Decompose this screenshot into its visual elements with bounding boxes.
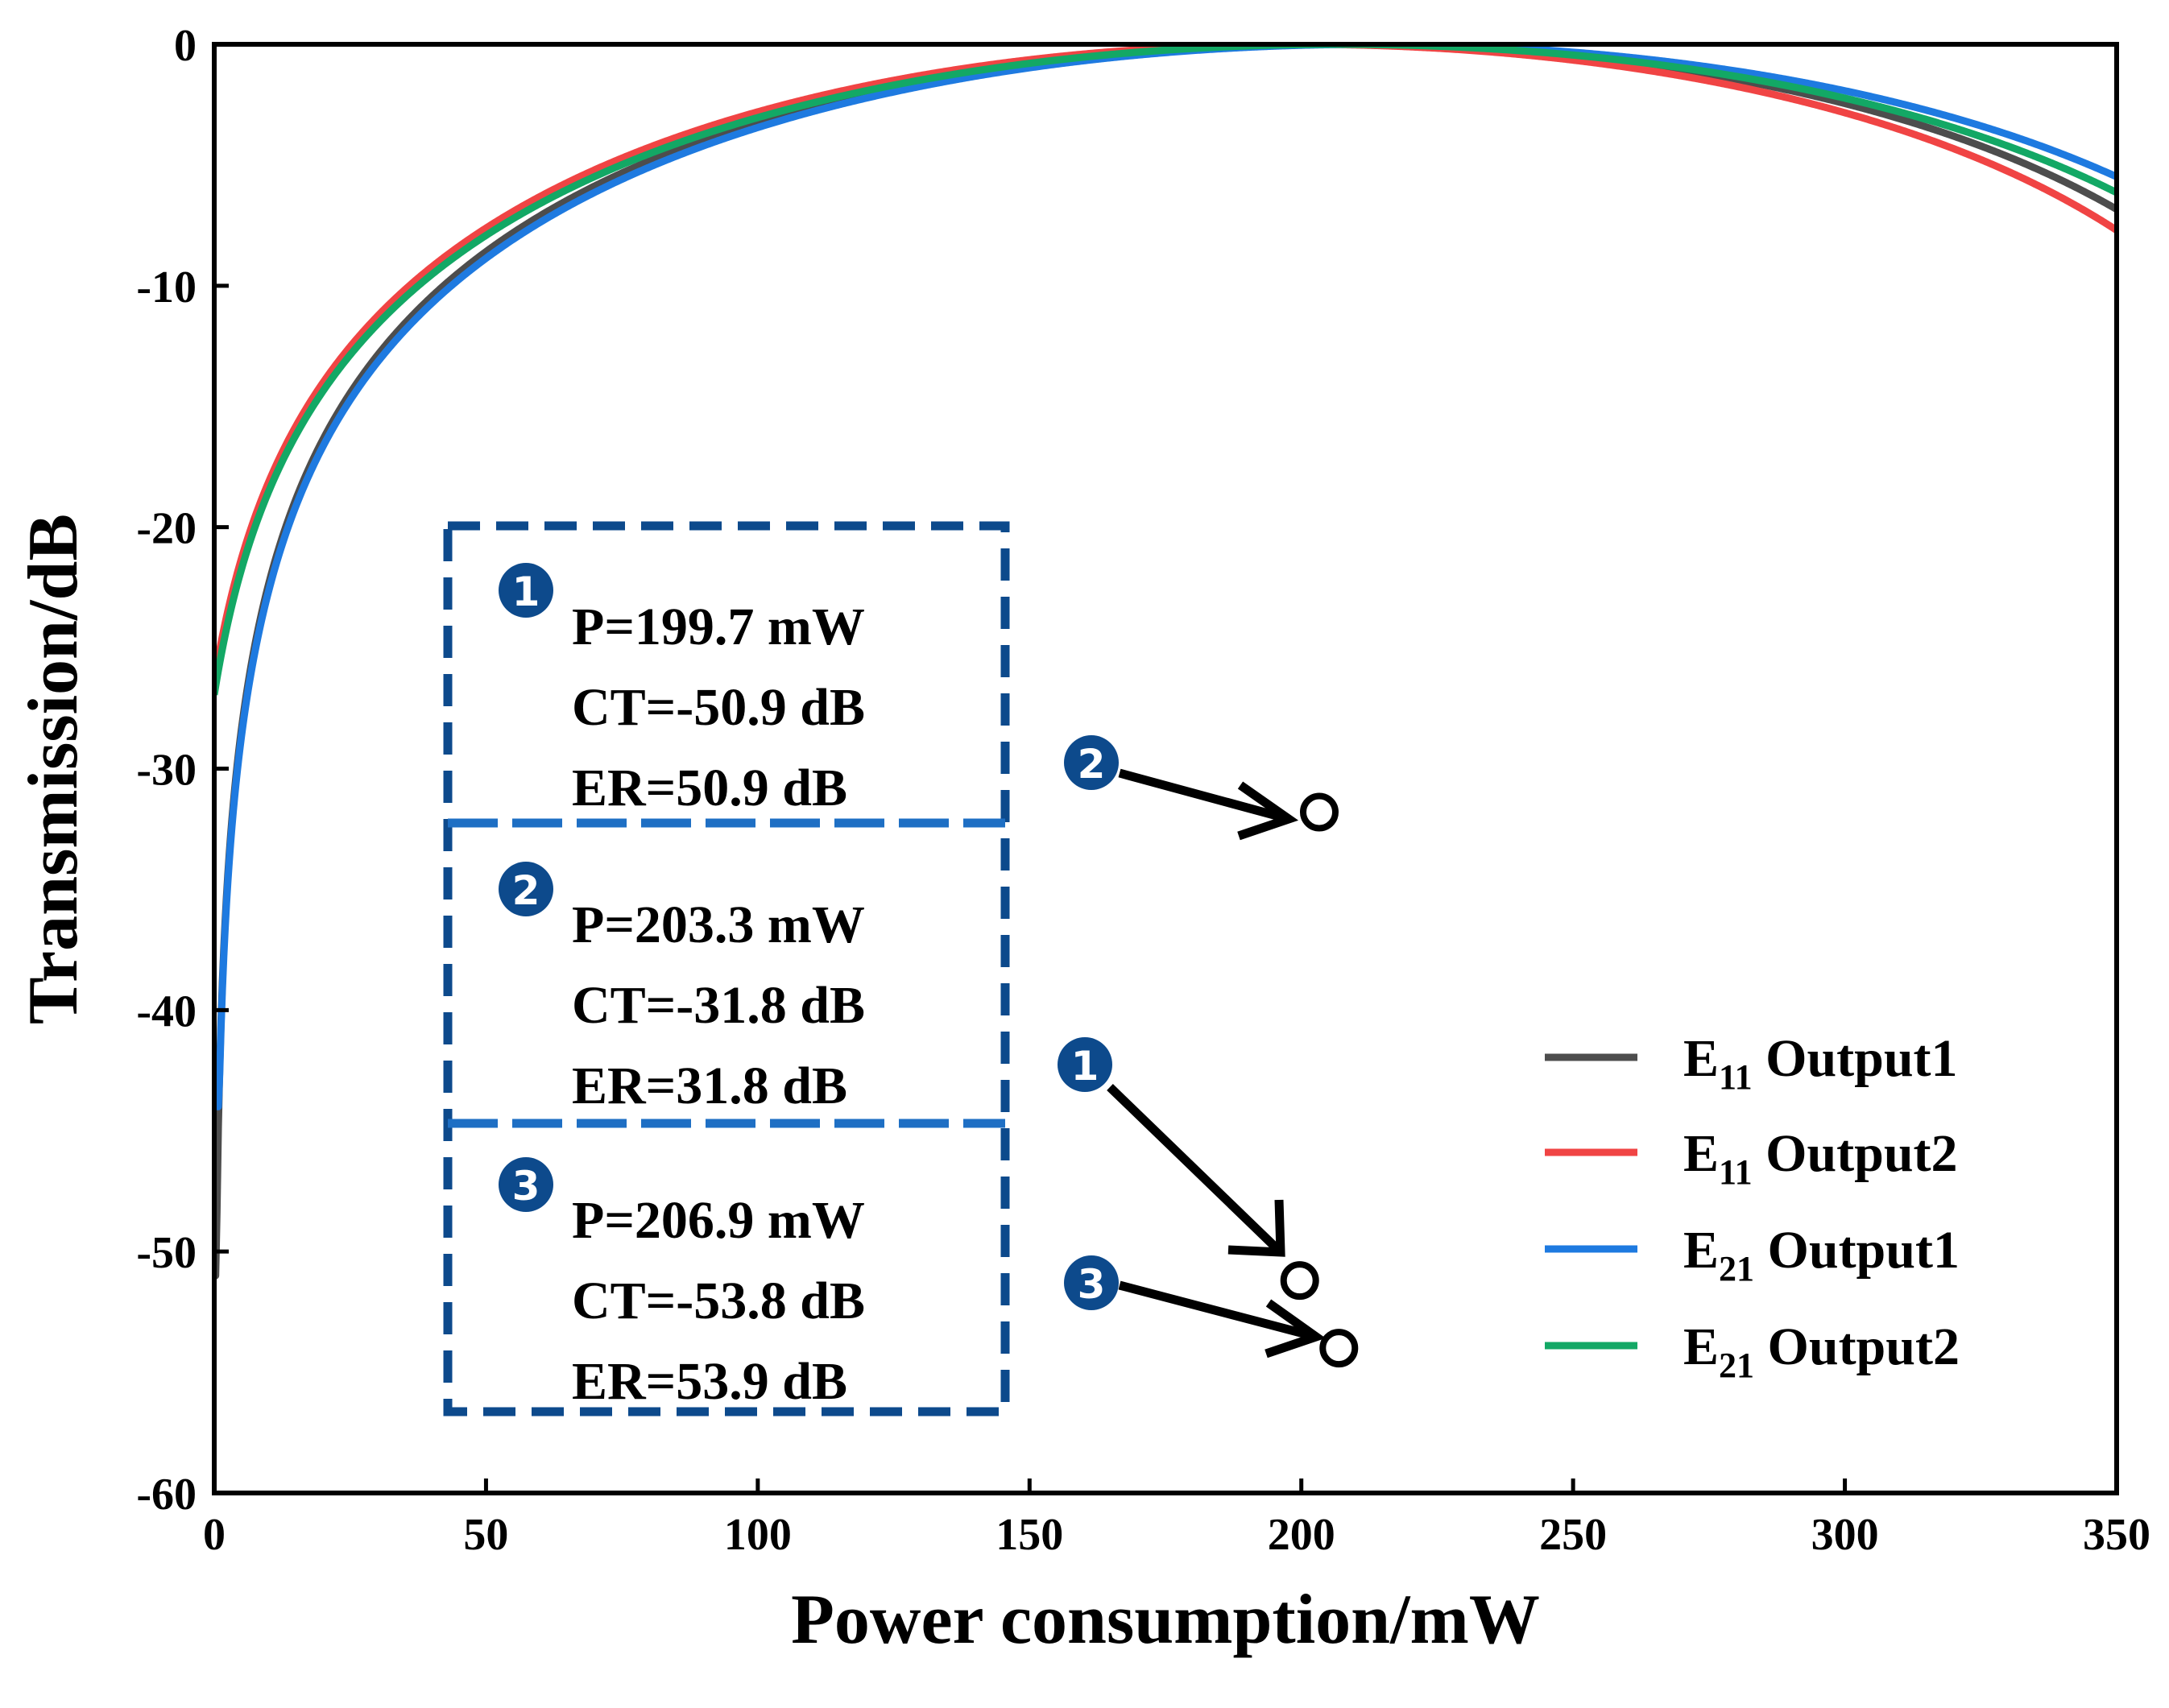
y-tick-label: -60: [136, 1470, 197, 1520]
legend-label: E11 Output1: [1683, 1029, 1958, 1097]
arrow-line: [1107, 1084, 1284, 1255]
series-line-4: [214, 44, 2117, 696]
legend-label: E21 Output2: [1683, 1317, 1960, 1385]
info-crosstalk: CT=-31.8 dB: [572, 976, 865, 1035]
info-crosstalk: CT=-53.8 dB: [572, 1272, 865, 1330]
y-tick-label: -40: [136, 986, 197, 1036]
arrow-head: [1237, 781, 1299, 841]
badge-number: 1: [512, 569, 540, 615]
legend-item: E11 Output1: [1545, 1029, 1958, 1097]
legend-item: E21 Output2: [1545, 1317, 1960, 1385]
info-crosstalk: CT=-50.9 dB: [572, 678, 865, 737]
arrow-head: [1227, 1199, 1285, 1257]
info-extinction: ER=31.8 dB: [572, 1057, 847, 1115]
badge-number: 3: [1078, 1261, 1106, 1308]
annotation-3: 3: [1064, 1255, 1359, 1368]
y-tick-label: 0: [174, 21, 197, 71]
badge-number: 1: [1071, 1043, 1099, 1090]
plot-frame: [212, 42, 2119, 1495]
badge-icon: [499, 563, 553, 618]
x-tick-label: 50: [463, 1510, 508, 1560]
badge-number: 3: [512, 1163, 540, 1210]
x-tick-label: 0: [203, 1510, 226, 1560]
series-line-3: [214, 44, 2117, 1110]
x-tick-label: 250: [1539, 1510, 1607, 1560]
arrow-line: [1118, 1280, 1318, 1342]
x-tick-label: 150: [996, 1510, 1063, 1560]
arrow-line: [1118, 768, 1290, 824]
info-power: P=206.9 mW: [572, 1191, 865, 1250]
info-box-border: [443, 521, 1010, 1416]
series-layer: [214, 44, 2117, 1280]
annotation-2: 2: [1064, 735, 1339, 841]
badge-number: 2: [1078, 741, 1106, 788]
y-tick-label: -20: [136, 504, 197, 554]
y-axis-title: Transmission/dB: [14, 514, 93, 1024]
badge-icon: [499, 1157, 553, 1212]
y-axis-ticks: 0 -10 -20 -30 -40 -50 -60: [136, 21, 229, 1520]
arrow-head: [1265, 1299, 1326, 1359]
legend-item: E21 Output1: [1545, 1221, 1960, 1288]
annotation-1: 1: [1058, 1037, 1319, 1301]
badge-icon: [1064, 1255, 1119, 1310]
info-box: 1 P=199.7 mW CT=-50.9 dB ER=50.9 dB 2 P=…: [443, 521, 1010, 1416]
marker-circle: [1299, 792, 1339, 832]
info-section-3: 3 P=206.9 mW CT=-53.8 dB ER=53.9 dB: [499, 1157, 865, 1411]
x-tick-label: 100: [724, 1510, 792, 1560]
badge-icon: [499, 862, 553, 916]
x-axis-ticks: 0 50 100 150 200 250 300 350: [203, 1478, 2150, 1560]
info-extinction: ER=53.9 dB: [572, 1352, 847, 1411]
info-power: P=203.3 mW: [572, 895, 865, 954]
x-axis-title: Power consumption/mW: [791, 1581, 1540, 1659]
badge-icon: [1058, 1037, 1112, 1092]
badge-icon: [1064, 735, 1119, 790]
legend: E11 Output1 E11 Output2 E21 Output1 E21 …: [1545, 1029, 1960, 1385]
x-tick-label: 200: [1268, 1510, 1335, 1560]
info-power: P=199.7 mW: [572, 598, 865, 656]
legend-label: E21 Output1: [1683, 1221, 1960, 1288]
marker-circle: [1319, 1329, 1359, 1368]
info-extinction: ER=50.9 dB: [572, 759, 847, 817]
y-tick-label: -10: [136, 263, 197, 312]
info-section-2: 2 P=203.3 mW CT=-31.8 dB ER=31.8 dB: [499, 862, 865, 1115]
y-tick-label: -50: [136, 1228, 197, 1278]
annotations: 2 1 3: [1058, 735, 1359, 1368]
legend-item: E11 Output2: [1545, 1124, 1958, 1192]
info-section-1: 1 P=199.7 mW CT=-50.9 dB ER=50.9 dB: [499, 563, 865, 817]
marker-circle: [1280, 1261, 1319, 1301]
x-tick-label: 300: [1811, 1510, 1879, 1560]
y-tick-label: -30: [136, 746, 197, 796]
x-tick-label: 350: [2083, 1510, 2150, 1560]
legend-label: E11 Output2: [1683, 1124, 1958, 1192]
badge-number: 2: [512, 867, 540, 914]
